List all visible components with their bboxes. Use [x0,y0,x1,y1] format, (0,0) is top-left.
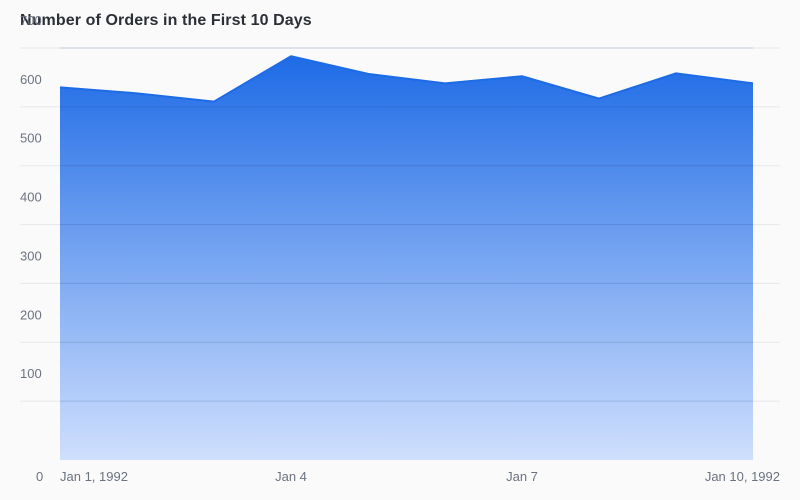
y-tick-label: 100 [20,366,42,381]
y-axis: 0 100 200 300 400 500 600 700 [20,13,43,484]
x-tick-label: Jan 7 [506,469,538,484]
y-tick-label: 600 [20,72,42,87]
area-series [59,47,754,461]
y-tick-label: 200 [20,307,42,322]
y-tick-label: 300 [20,248,42,263]
y-tick-label: 0 [36,469,43,484]
x-tick-label: Jan 10, 1992 [705,469,780,484]
y-tick-label: 400 [20,190,42,205]
x-tick-label: Jan 1, 1992 [60,469,128,484]
x-axis: Jan 1, 1992 Jan 4 Jan 7 Jan 10, 1992 [60,469,780,484]
x-tick-label: Jan 4 [275,469,307,484]
y-tick-label: 700 [20,13,42,28]
y-tick-label: 500 [20,131,42,146]
series-line [59,55,754,103]
chart-title: Number of Orders in the First 10 Days [20,12,312,29]
area-fill [60,56,753,461]
